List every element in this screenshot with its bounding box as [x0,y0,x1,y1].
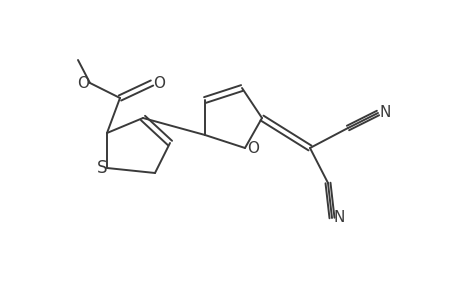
Text: O: O [246,140,258,155]
Text: O: O [77,76,89,91]
Text: S: S [96,159,107,177]
Text: N: N [379,104,390,119]
Text: N: N [333,211,344,226]
Text: O: O [153,76,165,91]
